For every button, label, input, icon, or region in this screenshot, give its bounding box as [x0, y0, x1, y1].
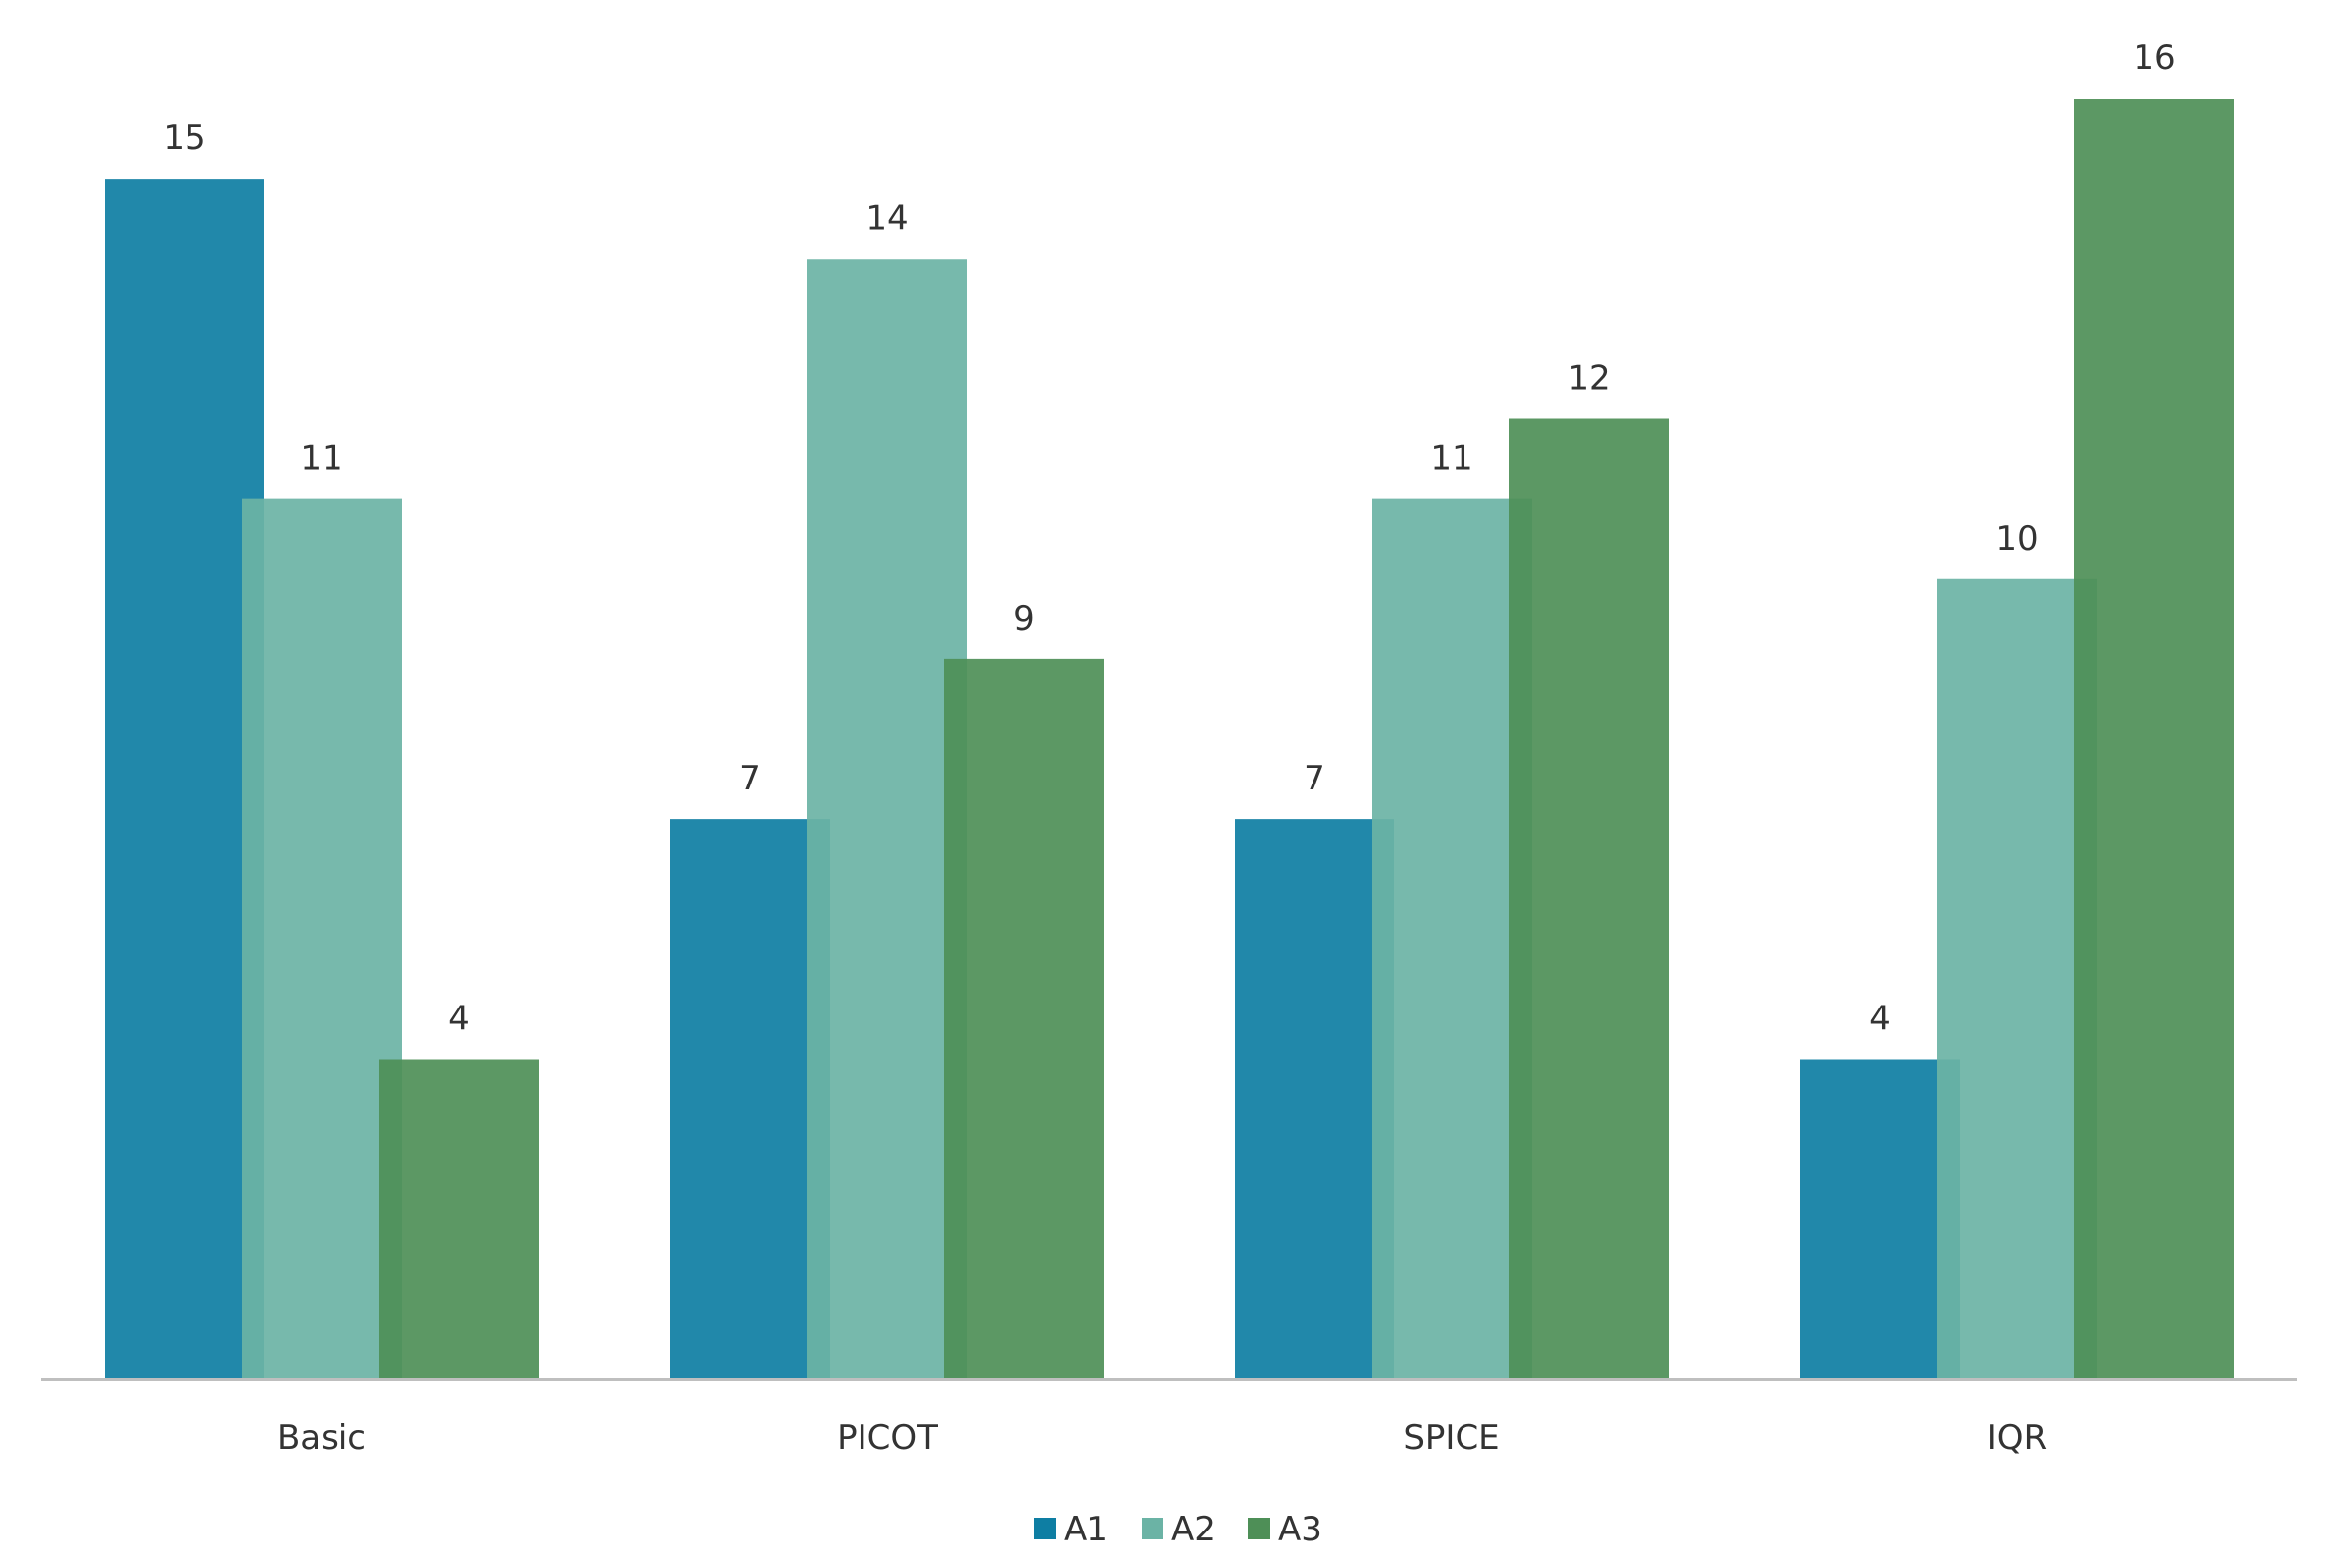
- data-label-a3-iqr: 16: [2133, 38, 2175, 78]
- data-label-a1-picot: 7: [739, 759, 761, 798]
- data-label-a1-spice: 7: [1304, 759, 1325, 798]
- legend-label-a2: A2: [1171, 1510, 1216, 1549]
- data-label-a3-spice: 12: [1567, 359, 1610, 399]
- data-label-a3-picot: 9: [1013, 599, 1035, 638]
- legend-item-a1: A1: [1034, 1510, 1108, 1549]
- bar-a3-picot: [944, 658, 1104, 1380]
- legend-swatch-a2: [1142, 1518, 1163, 1539]
- legend-swatch-a1: [1034, 1518, 1056, 1539]
- bar-a3-basic: [379, 1059, 539, 1380]
- legend: A1 A2 A3: [1034, 1510, 1322, 1549]
- bar-a1-picot: [670, 819, 830, 1380]
- data-label-a2-spice: 11: [1430, 439, 1472, 479]
- bar-a3-spice: [1509, 418, 1669, 1380]
- legend-swatch-a3: [1248, 1518, 1270, 1539]
- bar-a1-spice: [1235, 819, 1394, 1380]
- bar-a2-picot: [807, 259, 967, 1380]
- legend-item-a2: A2: [1142, 1510, 1216, 1549]
- bar-a2-spice: [1372, 498, 1532, 1380]
- legend-label-a3: A3: [1278, 1510, 1322, 1549]
- data-labels-layer: 15 11 4 7 14 9 7 11 12 4 10 16: [163, 38, 2175, 1039]
- bars-layer: [105, 99, 2234, 1380]
- data-label-a3-basic: 4: [448, 1000, 470, 1039]
- data-label-a2-picot: 14: [865, 198, 908, 238]
- bar-a2-basic: [242, 498, 402, 1380]
- category-label-spice: SPICE: [1403, 1418, 1499, 1457]
- legend-label-a1: A1: [1064, 1510, 1108, 1549]
- data-label-a1-iqr: 4: [1869, 1000, 1891, 1039]
- data-label-a2-iqr: 10: [1995, 519, 2038, 559]
- bar-a1-basic: [105, 179, 264, 1380]
- legend-item-a3: A3: [1248, 1510, 1322, 1549]
- bar-a1-iqr: [1800, 1059, 1960, 1380]
- bar-a3-iqr: [2074, 99, 2234, 1380]
- data-label-a1-basic: 15: [163, 118, 205, 158]
- category-label-basic: Basic: [277, 1418, 366, 1457]
- category-label-iqr: IQR: [1988, 1418, 2047, 1457]
- data-label-a2-basic: 11: [300, 439, 342, 479]
- category-labels-layer: Basic PICOT SPICE IQR: [277, 1418, 2047, 1457]
- bar-a2-iqr: [1937, 578, 2097, 1380]
- category-label-picot: PICOT: [837, 1418, 938, 1457]
